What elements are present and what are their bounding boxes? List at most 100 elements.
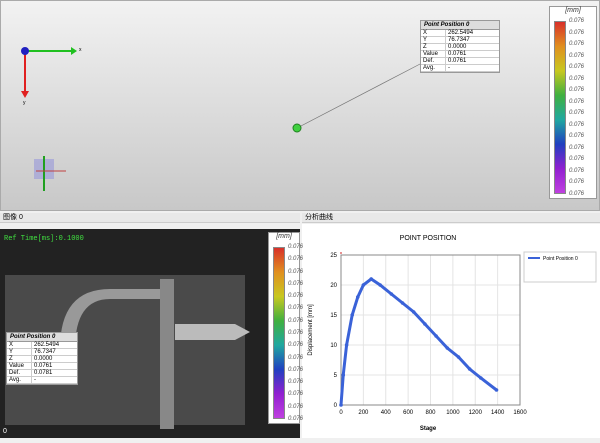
colorbar-label: 0.076 (288, 268, 304, 275)
info-row: X 262.5494 (421, 30, 499, 37)
y-tick-label: 10 (330, 343, 337, 349)
info-value: 262.5494 (448, 30, 474, 36)
data-point (479, 376, 483, 380)
colorbar-unit: [mm] (276, 233, 292, 240)
colorbar-label: 0.076 (569, 167, 585, 174)
info-value: - (34, 377, 36, 383)
info-value: 0.0761 (34, 363, 53, 369)
x-tick-label: 200 (358, 410, 369, 416)
data-point (445, 346, 450, 350)
colorbar-label: 0.076 (288, 256, 304, 263)
pin (175, 324, 250, 340)
colorbar-label: 0.076 (569, 29, 585, 36)
colorbar: [mm] 0.076 0.076 0.076 0.076 0.076 0.076 0.076 0… (268, 232, 304, 424)
data-point (369, 277, 374, 281)
info-box: Point Position 0 X 262.5494 Y 76.7347 Z 0.0000… (6, 332, 78, 385)
info-key: Def. (421, 58, 446, 64)
hook (60, 289, 160, 349)
panel-header: 分析曲线 (302, 213, 600, 223)
data-point (341, 373, 346, 377)
colorbar: [mm] 0.076 0.076 0.076 0.076 0.076 0.076 0.076 0… (549, 6, 597, 199)
data-point (350, 313, 354, 317)
y-tick-label: 5 (334, 373, 338, 379)
chart-panel: POINT POSITION Stage Displacement [mm] 0… (302, 224, 600, 438)
data-point (467, 367, 472, 371)
colorbar-label: 0.076 (288, 305, 304, 312)
plot-frame (340, 254, 521, 406)
y-tick-label: 25 (330, 253, 337, 259)
data-point (400, 301, 405, 305)
info-row: Value 0.0761 (421, 51, 499, 58)
info-row: Z 0.0000 (7, 356, 77, 363)
colorbar-label: 0.076 (569, 156, 585, 163)
colorbar-label: 0.076 (569, 179, 585, 186)
y-axis-label: Displacement [mm] (308, 304, 314, 356)
info-value: - (448, 65, 450, 71)
plate (160, 279, 174, 429)
ref-time: Ref Time[ms]:0.1000 (4, 235, 84, 243)
data-point (339, 403, 343, 407)
colorbar-label: 0.076 (288, 330, 304, 336)
colorbar-label: 0.076 (288, 354, 304, 361)
colorbar-label: 0.076 (288, 280, 304, 287)
info-row: X 262.5494 (7, 342, 77, 349)
data-point (434, 334, 438, 338)
data-point (389, 292, 394, 296)
colorbar-label: 0.076 (569, 87, 585, 94)
colorbar-label: 0.076 (569, 41, 585, 48)
view-3d-shapes: x y (21, 47, 423, 191)
data-point (456, 355, 461, 359)
info-value: 76.7347 (448, 37, 470, 43)
info-value: 262.5494 (34, 342, 60, 348)
info-row: Avg. - (421, 65, 499, 72)
colorbar-label: 0.076 (288, 317, 304, 324)
colorbar-label: 0.076 (569, 191, 585, 197)
point (292, 123, 302, 133)
origin (21, 47, 29, 55)
info-title: Point Position 0 (421, 21, 499, 30)
info-key: X (7, 342, 32, 348)
x-tick-label: 1000 (446, 410, 460, 416)
colorbar-label: 0.076 (288, 293, 304, 300)
info-key: Y (421, 37, 446, 43)
colorbar-label: 0.076 (569, 144, 585, 151)
axis-y-label: y (23, 100, 26, 106)
info-row: Y 76.7347 (7, 349, 77, 356)
info-row: Avg. - (7, 377, 77, 384)
colorbar-label: 0.076 (569, 75, 585, 82)
chart: POINT POSITION Stage Displacement [mm] 0… (308, 235, 597, 432)
data-point (494, 388, 499, 392)
x-tick-label: 1600 (513, 410, 527, 416)
info-key: Y (7, 349, 32, 355)
data-point (361, 283, 366, 287)
colorbar-label: 0.076 (569, 18, 585, 24)
x-tick-label: 1200 (469, 410, 483, 416)
colorbar-strip (554, 21, 566, 194)
colorbar-label: 0.076 (569, 64, 585, 71)
info-row: Y 76.7347 (421, 37, 499, 44)
info-row: Def. 0.0781 (7, 370, 77, 377)
y-tick-label: 0 (334, 403, 338, 409)
info-row: Value 0.0761 (7, 363, 77, 370)
x-tick-label: 800 (425, 410, 436, 416)
info-key: Z (421, 44, 446, 50)
view-3d: x y (0, 0, 600, 211)
data-point (355, 295, 360, 299)
info-row: Def. 0.0761 (421, 58, 499, 65)
info-key: Z (7, 356, 32, 362)
data-point (423, 322, 427, 326)
info-value: 0.0781 (34, 370, 53, 376)
colorbar-label: 0.076 (288, 391, 304, 398)
colorbar-label: 0.076 (288, 416, 304, 422)
colorbar-label: 0.076 (288, 244, 304, 250)
colorbar-label: 0.076 (288, 342, 304, 349)
data-point (378, 283, 382, 287)
arrow-head (21, 91, 29, 98)
data-point (344, 343, 349, 347)
colorbar-label: 0.076 (288, 379, 304, 386)
info-value: 0.0000 (448, 44, 467, 50)
colorbar-label: 0.076 (569, 98, 585, 105)
colorbar-label: 0.076 (569, 121, 585, 128)
axis-x-label: x (79, 47, 82, 53)
